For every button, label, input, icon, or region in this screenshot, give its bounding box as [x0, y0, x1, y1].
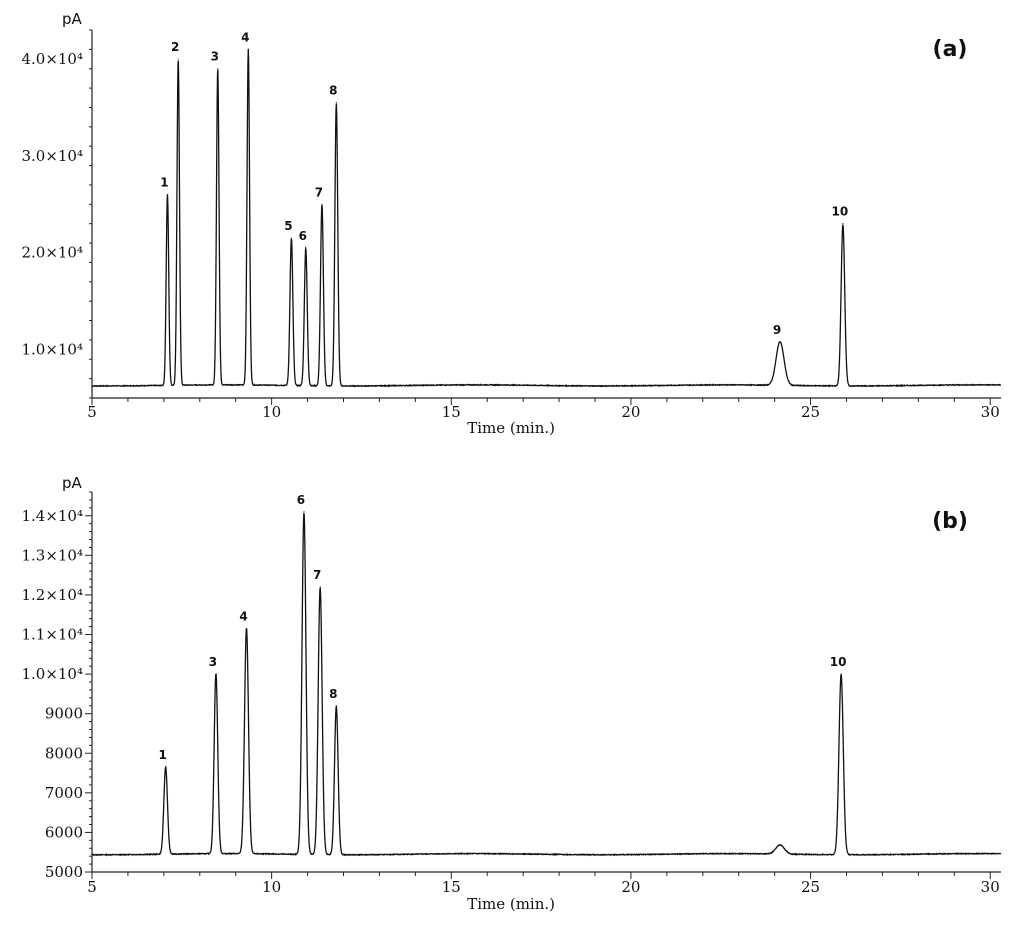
y-tick-label: 6000	[45, 823, 83, 841]
y-tick-label: 1.2×10⁴	[21, 586, 83, 604]
y-tick-label: 9000	[45, 705, 83, 723]
x-tick-label: 30	[981, 403, 1000, 421]
x-tick-label: 10	[262, 878, 281, 896]
x-tick-label: 25	[801, 878, 820, 896]
peak-label: 7	[313, 568, 321, 582]
x-tick-label: 20	[621, 403, 640, 421]
peak-apex-marker	[245, 627, 248, 630]
peak-apex-marker	[335, 102, 337, 104]
x-tick-label: 10	[262, 403, 281, 421]
x-tick-label: 30	[981, 878, 1000, 896]
x-axis-title: Time (min.)	[467, 419, 555, 437]
y-tick-label: 3.0×10⁴	[21, 147, 83, 165]
y-tick-label: 1.4×10⁴	[21, 507, 83, 525]
x-tick-label: 15	[442, 878, 461, 896]
peak-apex-marker	[215, 673, 217, 675]
y-axis-unit: pA	[62, 10, 83, 28]
peak-apex-marker	[779, 341, 781, 343]
y-tick-label: 2.0×10⁴	[21, 244, 83, 262]
peak-label: 6	[299, 229, 307, 243]
y-axis-unit: pA	[62, 474, 83, 492]
peak-label: 1	[160, 176, 168, 190]
peak-apex-marker	[319, 586, 321, 588]
y-tick-label: 1.0×10⁴	[21, 341, 83, 359]
peak-label: 4	[241, 30, 249, 44]
peak-apex-marker	[335, 705, 337, 707]
peak-apex-marker	[840, 673, 842, 675]
peak-apex-marker	[217, 68, 219, 70]
y-tick-label: 5000	[45, 863, 83, 881]
peak-label: 8	[329, 84, 337, 98]
peak-apex-marker	[177, 58, 179, 60]
peak-label: 6	[297, 493, 305, 507]
chromatogram-panel-b: 5 10 15 20 25 30 5000 6000 7000 8000 9000 1.0×10⁴ 1.…	[21, 474, 1002, 913]
peak-apex-marker	[166, 194, 169, 196]
y-tick-label: 4.0×10⁴	[21, 50, 83, 68]
x-tick-label: 20	[621, 878, 640, 896]
x-tick-label: 5	[87, 878, 97, 896]
x-axis-title: Time (min.)	[467, 895, 555, 913]
peak-label: 10	[832, 205, 849, 219]
chromatogram-trace	[91, 49, 1002, 388]
peak-label: 8	[329, 687, 337, 701]
chromatogram-trace	[91, 512, 1002, 857]
peak-label: 2	[171, 40, 179, 54]
peak-apex-marker	[303, 511, 305, 513]
y-tick-label: 1.3×10⁴	[21, 546, 83, 564]
peak-label: 5	[284, 219, 292, 233]
y-tick-label: 8000	[45, 744, 83, 762]
peak-apex-marker	[165, 766, 167, 768]
y-tick-label: 7000	[45, 784, 83, 802]
peak-apex-marker	[321, 203, 323, 205]
x-tick-label: 25	[801, 403, 820, 421]
y-tick-label: 1.1×10⁴	[21, 626, 83, 644]
peak-label: 3	[209, 655, 217, 669]
y-tick-label: 1.0×10⁴	[21, 665, 83, 683]
peak-label: 10	[830, 655, 847, 669]
peak-label: 1	[158, 748, 166, 762]
peak-apex-marker	[247, 48, 249, 50]
peak-label: 4	[239, 610, 247, 624]
peak-apex-marker	[779, 844, 781, 846]
panel-label: (b)	[932, 509, 968, 534]
peak-label: 9	[773, 323, 781, 337]
panel-label: (a)	[933, 37, 968, 62]
peak-label: 7	[315, 185, 323, 199]
x-tick-label: 15	[442, 403, 461, 421]
peak-label: 3	[211, 50, 219, 64]
peak-apex-marker	[842, 223, 844, 225]
peak-apex-marker	[305, 247, 307, 249]
chromatogram-panel-a: 5 10 15 20 25 301.0×10⁴2.0×10⁴3.0×10⁴4.0×10⁴T…	[21, 10, 1002, 437]
x-tick-label: 5	[87, 403, 97, 421]
peak-apex-marker	[290, 237, 293, 239]
